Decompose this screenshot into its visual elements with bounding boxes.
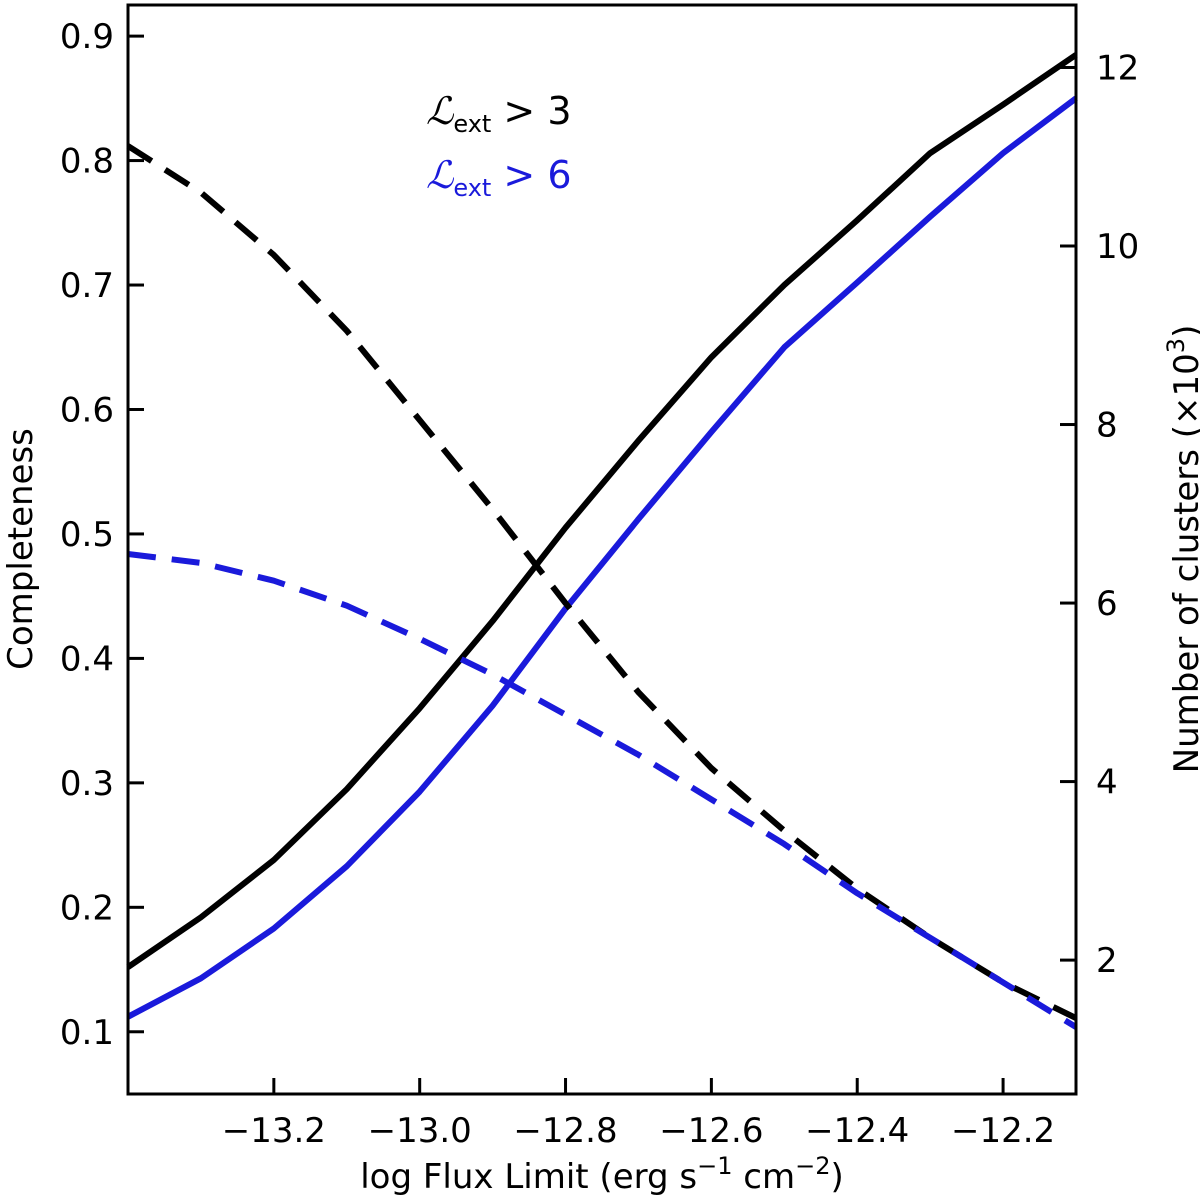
series-line-3-dashed-right	[127, 551, 1078, 1030]
x-tick-label: −12.8	[513, 1111, 617, 1151]
legend-symbol: ℒ	[426, 89, 455, 133]
y-left-tick-label: 0.3	[60, 764, 114, 804]
ticks-layer: −13.2 −13.0 −12.8 −12.6 −12.4 −12.2 0.1 0.2 0.3 0…	[60, 17, 1139, 1151]
y-left-tick-label: 0.5	[60, 515, 114, 555]
x-axis-title-sup1: −1	[697, 1152, 732, 1180]
legend-symbol: ℒ	[426, 153, 455, 197]
y-right-axis-title-end: )	[1167, 325, 1200, 338]
y-left-tick-label: 0.2	[60, 888, 114, 928]
x-axis-title-sup2: −2	[795, 1152, 830, 1180]
y-left-axis-title: Completeness	[1, 428, 41, 670]
legend-subscript: ext	[453, 174, 491, 202]
x-tick-label: −13.2	[222, 1111, 326, 1151]
y-right-axis-title-sup: 3	[1162, 338, 1190, 353]
y-right-tick-label: 4	[1096, 763, 1118, 803]
y-right-tick-label: 12	[1096, 48, 1139, 88]
y-right-tick-label: 2	[1096, 941, 1118, 981]
series-line-0-solid-left	[126, 52, 1078, 970]
legend-subscript: ext	[453, 110, 491, 138]
y-right-tick-label: 8	[1096, 406, 1118, 446]
series-line-1-solid-left	[126, 95, 1078, 1020]
x-tick-label: −13.0	[368, 1111, 472, 1151]
x-axis-title-end: )	[831, 1157, 844, 1197]
legend-relation: > 6	[491, 153, 571, 197]
x-tick-label: −12.4	[805, 1111, 909, 1151]
y-left-tick-label: 0.1	[60, 1013, 114, 1053]
y-left-tick-label: 0.8	[60, 142, 114, 182]
legend-entry: ℒext > 3	[426, 89, 572, 138]
x-axis-title-main: log Flux Limit (erg s	[360, 1157, 697, 1197]
x-axis-title: log Flux Limit (erg s−1 cm−2)	[360, 1152, 844, 1197]
y-left-tick-label: 0.6	[60, 390, 114, 430]
series-layer	[126, 52, 1078, 1030]
y-left-tick-label: 0.9	[60, 17, 114, 57]
legend-entry: ℒext > 6	[426, 153, 572, 202]
y-right-tick-label: 6	[1096, 584, 1118, 624]
x-tick-label: −12.2	[951, 1111, 1055, 1151]
y-left-tick-label: 0.7	[60, 266, 114, 306]
x-axis-title-mid: cm	[733, 1157, 796, 1197]
x-tick-label: −12.6	[659, 1111, 763, 1151]
y-right-axis-title: Number of clusters (×103)	[1162, 325, 1200, 774]
legend-relation: > 3	[491, 89, 571, 133]
y-right-tick-label: 10	[1096, 227, 1139, 267]
y-left-tick-label: 0.4	[60, 639, 114, 679]
plot-frame	[126, 3, 1078, 1096]
y-right-axis-title-main: Number of clusters (×10	[1167, 353, 1200, 773]
